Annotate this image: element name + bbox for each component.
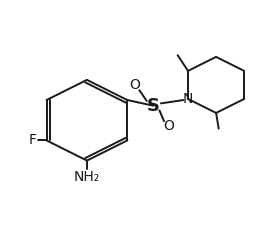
Text: F: F xyxy=(28,133,36,147)
Text: S: S xyxy=(146,97,160,115)
Text: N: N xyxy=(183,92,193,106)
Text: O: O xyxy=(163,119,174,133)
Text: NH₂: NH₂ xyxy=(74,170,100,184)
Text: O: O xyxy=(129,79,140,92)
